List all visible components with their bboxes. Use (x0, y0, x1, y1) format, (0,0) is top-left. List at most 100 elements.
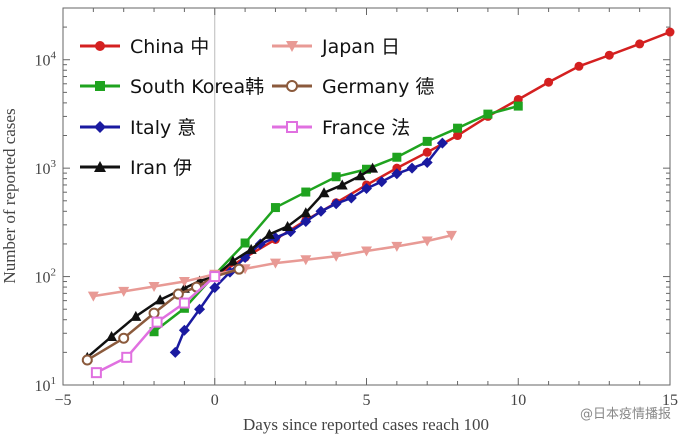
x-tick-label: 0 (211, 392, 219, 409)
data-point (151, 316, 163, 328)
data-point (94, 121, 106, 133)
data-point (282, 220, 294, 231)
series-line (86, 167, 374, 359)
data-point (178, 324, 190, 336)
data-point (172, 288, 184, 300)
series-line (86, 267, 240, 362)
data-point (544, 77, 554, 87)
data-point (330, 198, 342, 210)
data-point (154, 294, 166, 305)
y-tick-label: 101 (35, 375, 57, 395)
data-point (354, 170, 366, 181)
data-point (270, 203, 280, 213)
x-tick-label: 10 (510, 392, 526, 409)
legend: China 中 Japan 日 South Korea韩 Germany 德 Italy… (80, 36, 434, 179)
legend-label: South Korea韩 (130, 76, 264, 98)
data-point (362, 164, 371, 174)
data-point (406, 162, 418, 174)
data-point (453, 123, 463, 133)
data-point (169, 346, 181, 358)
data-point (130, 310, 142, 321)
data-point (286, 41, 298, 52)
data-point (81, 354, 93, 366)
data-point (635, 39, 645, 49)
data-point (121, 351, 133, 363)
legend-item: France 法 (272, 117, 410, 139)
data-point (361, 182, 372, 194)
data-point (436, 137, 448, 149)
data-point (286, 80, 298, 92)
x-axis-label: Days since reported cases reach 100 (243, 415, 489, 434)
data-point (361, 246, 372, 257)
data-point (391, 241, 403, 252)
x-tick-label: 15 (662, 392, 678, 409)
data-point (240, 238, 250, 248)
data-point (422, 147, 432, 157)
data-point (336, 179, 348, 190)
data-point (318, 187, 330, 198)
data-point (118, 332, 130, 344)
data-point (331, 172, 341, 182)
legend-item: South Korea韩 (80, 76, 264, 98)
data-point (148, 281, 160, 292)
data-point (286, 121, 298, 133)
series-6 (90, 271, 221, 379)
data-point (149, 327, 159, 337)
series-line (214, 30, 671, 278)
data-point (345, 192, 357, 204)
legend-label: France 法 (322, 117, 410, 139)
legend-label: Japan 日 (321, 36, 400, 58)
data-point (178, 297, 190, 309)
data-point (194, 303, 206, 315)
data-point (421, 156, 433, 168)
data-point (269, 232, 281, 244)
data-point (87, 291, 99, 302)
data-point (118, 286, 130, 297)
data-point (301, 187, 311, 197)
legend-item: Italy 意 (80, 117, 196, 139)
data-point (392, 152, 402, 162)
data-point (604, 50, 614, 60)
series-0 (210, 27, 675, 282)
series-line (174, 142, 444, 353)
data-point (245, 243, 257, 254)
data-point (209, 282, 221, 294)
data-point (90, 367, 102, 379)
data-point (367, 162, 379, 173)
data-point (209, 271, 221, 283)
data-point (94, 161, 106, 172)
legend-item: China 中 (80, 36, 209, 58)
data-point (483, 109, 493, 119)
data-point (300, 207, 312, 218)
data-point (95, 81, 105, 91)
data-point (392, 163, 402, 173)
y-tick-label: 102 (35, 267, 57, 287)
data-point (421, 236, 433, 247)
series-2 (169, 137, 448, 358)
legend-item: Germany 德 (272, 76, 434, 98)
data-point (300, 255, 312, 266)
data-point (269, 258, 281, 269)
x-axis-ticks: −5 0 5 10 15 (54, 8, 678, 409)
legend-label: Italy 意 (130, 117, 196, 139)
data-point (665, 27, 675, 37)
y-axis-ticks: 101 102 103 104 (35, 7, 670, 395)
legend-label: Iran 伊 (130, 157, 192, 179)
legend-label: China 中 (130, 36, 209, 58)
data-point (391, 168, 403, 180)
data-point (227, 255, 239, 266)
x-tick-label: −5 (54, 392, 71, 409)
y-tick-label: 104 (35, 50, 57, 70)
data-point (95, 41, 105, 51)
data-point (178, 277, 190, 288)
data-point (263, 228, 275, 239)
data-point (315, 205, 327, 217)
data-point (233, 263, 245, 275)
series-layer (81, 27, 675, 379)
data-point (330, 251, 342, 262)
data-point (106, 331, 118, 342)
y-tick-label: 103 (35, 158, 57, 178)
data-point (574, 61, 584, 71)
data-point (376, 176, 388, 188)
legend-item: Japan 日 (272, 36, 400, 58)
